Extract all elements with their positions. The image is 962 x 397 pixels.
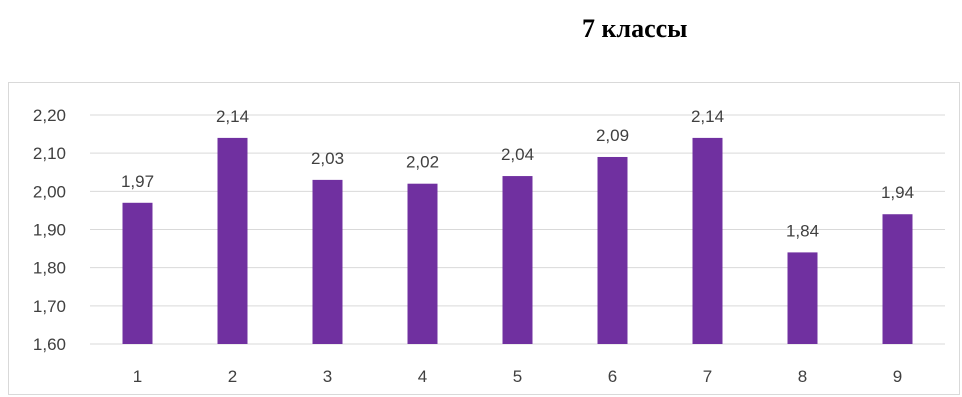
- bar: [502, 176, 533, 344]
- data-label: 2,14: [691, 107, 724, 126]
- bar: [122, 202, 153, 344]
- data-label: 2,03: [311, 149, 344, 168]
- data-label: 2,02: [406, 153, 439, 172]
- y-tick-label: 2,10: [33, 144, 66, 163]
- bar: [692, 137, 723, 344]
- bar: [312, 179, 343, 344]
- bars: [122, 137, 913, 344]
- x-tick-label: 1: [133, 367, 142, 386]
- y-tick-label: 2,00: [33, 182, 66, 201]
- x-tick-label: 3: [323, 367, 332, 386]
- data-labels: 1,97 2,14 2,03 2,02 2,04 2,09 2,14 1,84 1,94: [121, 107, 914, 240]
- bar: [882, 214, 913, 344]
- y-tick-label: 1,60: [33, 335, 66, 354]
- data-label: 2,14: [216, 107, 249, 126]
- x-tick-label: 6: [608, 367, 617, 386]
- y-tick-label: 1,90: [33, 221, 66, 240]
- data-label: 1,97: [121, 172, 154, 191]
- y-tick-label: 2,20: [33, 106, 66, 125]
- y-axis-tick-labels: 1,60 1,70 1,80 1,90 2,00 2,10 2,20: [33, 106, 66, 354]
- x-tick-label: 9: [893, 367, 902, 386]
- data-label: 2,04: [501, 145, 534, 164]
- chart-title: 7 классы: [582, 14, 688, 43]
- data-label: 1,94: [881, 183, 914, 202]
- x-tick-label: 4: [418, 367, 427, 386]
- x-tick-label: 2: [228, 367, 237, 386]
- chart-frame: [8, 82, 960, 395]
- y-tick-label: 1,70: [33, 297, 66, 316]
- data-label: 1,84: [786, 221, 819, 240]
- bar: [407, 183, 438, 344]
- bar: [787, 252, 818, 344]
- x-tick-label: 8: [798, 367, 807, 386]
- x-tick-label: 7: [703, 367, 712, 386]
- y-tick-label: 1,80: [33, 259, 66, 278]
- x-tick-label: 5: [513, 367, 522, 386]
- x-axis-tick-labels: 1 2 3 4 5 6 7 8 9: [133, 367, 902, 386]
- bar: [217, 137, 248, 344]
- bar: [597, 156, 628, 344]
- data-label: 2,09: [596, 126, 629, 145]
